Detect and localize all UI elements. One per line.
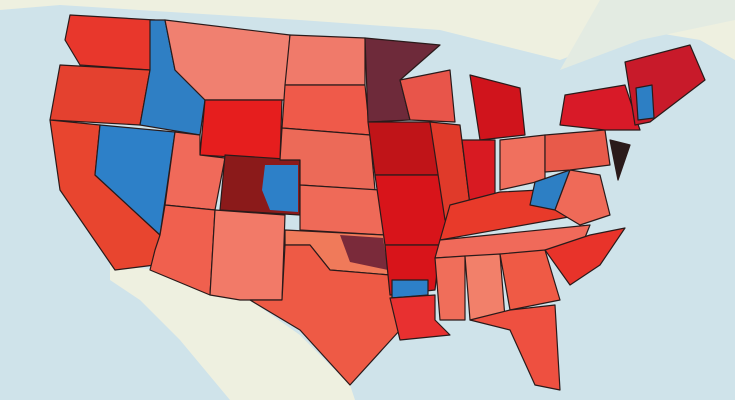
state: [544, 227, 626, 286]
state: [499, 249, 561, 311]
region: [262, 165, 298, 212]
state: [199, 99, 283, 161]
state: [559, 84, 641, 131]
state: [367, 121, 441, 176]
state: [374, 174, 451, 246]
state: [249, 244, 401, 386]
state: [469, 304, 561, 391]
state: [281, 84, 371, 136]
canada: [0, 0, 735, 60]
state: [399, 69, 456, 123]
states: [49, 14, 706, 391]
state: [64, 14, 156, 71]
state: [284, 34, 366, 86]
mexico: [110, 265, 355, 400]
state: [554, 169, 611, 226]
state: [464, 253, 506, 321]
state: [544, 129, 611, 173]
state: [469, 74, 526, 141]
state: [389, 294, 451, 341]
state: [635, 84, 655, 121]
state: [49, 64, 151, 126]
canada-east: [560, 0, 735, 70]
state: [299, 184, 386, 236]
state: [434, 255, 466, 321]
state: [209, 209, 286, 301]
region: [340, 235, 388, 270]
state: [609, 139, 631, 181]
